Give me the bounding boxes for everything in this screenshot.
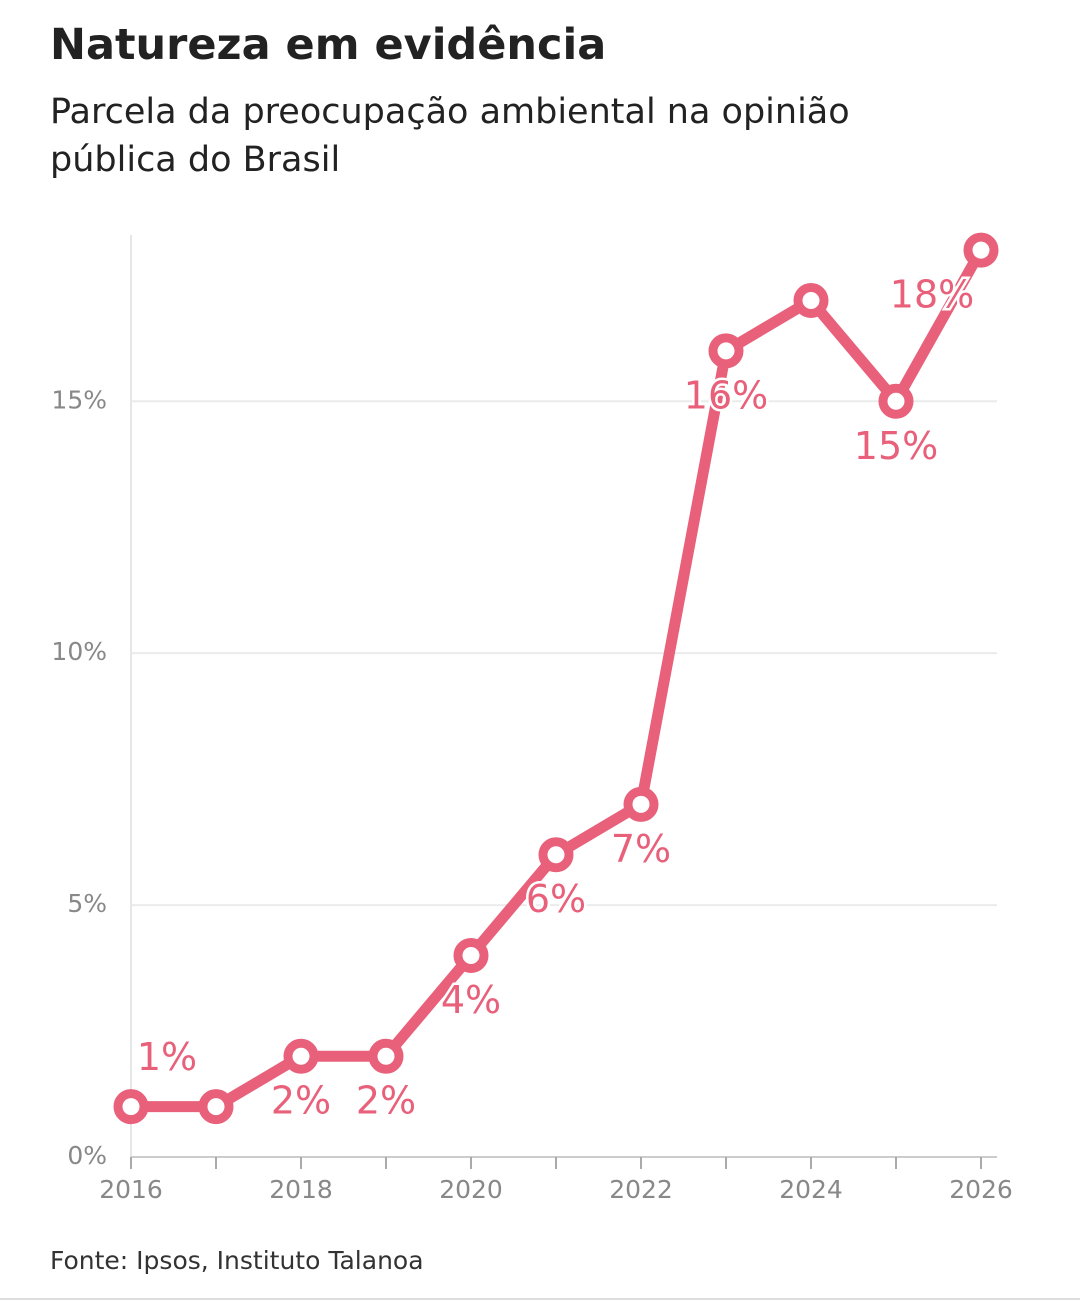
data-point: [708, 333, 744, 369]
y-tick-label: 10%: [51, 637, 107, 666]
x-tick-label: 2022: [609, 1175, 673, 1204]
chart-subtitle: Parcela da preocupação ambiental na opin…: [50, 92, 850, 180]
data-label: 7%: [611, 827, 671, 871]
data-label: 2%: [356, 1079, 416, 1123]
data-label: 18%: [890, 273, 974, 317]
data-label: 2%: [271, 1079, 331, 1123]
data-point: [623, 786, 659, 822]
x-tick-label: 2024: [779, 1175, 843, 1204]
data-point: [283, 1038, 319, 1074]
data-point: [878, 383, 914, 419]
x-tick-label: 2016: [99, 1175, 163, 1204]
data-point: [453, 937, 489, 973]
y-tick-label: 15%: [51, 385, 107, 414]
data-point: [963, 232, 999, 268]
data-point: [198, 1089, 234, 1125]
x-tick-label: 2020: [439, 1175, 503, 1204]
chart: 0% 5% 10% 15% 2016 2018 2020 2022 2024 2026 1% 2% 2%…: [51, 232, 1013, 1204]
y-tick-label: 0%: [67, 1141, 107, 1170]
x-tick-label: 2026: [949, 1175, 1013, 1204]
series-line: [131, 247, 986, 1113]
data-point: [113, 1089, 149, 1125]
chart-title: Natureza em evidência: [50, 20, 607, 70]
x-tick-label: 2018: [269, 1175, 333, 1204]
data-label: 1%: [137, 1035, 197, 1079]
data-label: 16%: [684, 373, 768, 417]
source-note: Fonte: Ipsos, Instituto Talanoa: [50, 1246, 424, 1275]
data-label: 4%: [441, 978, 501, 1022]
data-point: [538, 837, 574, 873]
data-label: 6%: [526, 877, 586, 921]
y-tick-label: 5%: [67, 889, 107, 918]
data-label: 15%: [854, 424, 938, 468]
data-point: [368, 1038, 404, 1074]
data-point: [793, 282, 829, 318]
bottom-rule: [0, 1298, 1080, 1300]
